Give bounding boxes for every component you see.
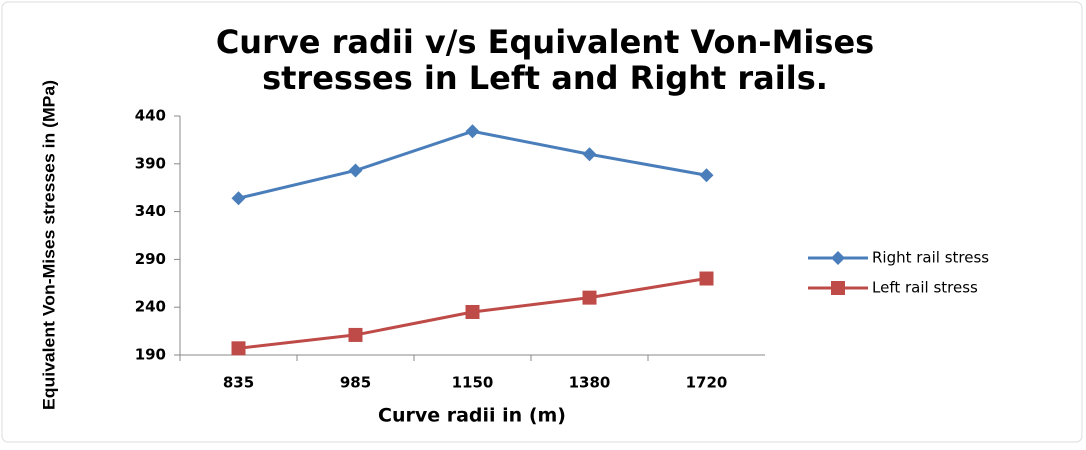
data-point: [348, 327, 363, 342]
data-point: [348, 163, 363, 178]
data-point: [582, 290, 597, 305]
data-point: [231, 341, 246, 356]
y-axis-label: Equivalent Von-Mises stresses in (MPa): [39, 80, 58, 410]
x-tick-label: 835: [223, 374, 254, 392]
y-tick-label: 290: [135, 250, 166, 268]
data-point: [582, 147, 597, 162]
y-tick-label: 240: [135, 298, 166, 316]
chart-title: Curve radii v/s Equivalent Von-Mises: [216, 23, 874, 61]
data-point: [465, 124, 480, 139]
y-tick-label: 440: [135, 107, 166, 125]
data-point: [231, 191, 246, 206]
y-tick-label: 340: [135, 202, 166, 220]
chart-title: stresses in Left and Right rails.: [262, 59, 828, 97]
data-point: [699, 168, 714, 183]
x-tick-label: 1150: [452, 374, 494, 392]
x-axis-label: Curve radii in (m): [378, 405, 566, 427]
data-point: [699, 271, 714, 286]
chart-frame: [1, 1, 1083, 443]
y-tick-label: 390: [135, 154, 166, 172]
legend-label: Left rail stress: [872, 279, 978, 297]
x-tick-label: 1380: [569, 374, 611, 392]
legend-marker: [831, 251, 845, 265]
legend-label: Right rail stress: [872, 249, 989, 267]
x-tick-label: 985: [340, 374, 371, 392]
x-tick-label: 1720: [686, 374, 728, 392]
y-tick-label: 190: [135, 346, 166, 364]
data-point: [465, 304, 480, 319]
legend-marker: [831, 281, 845, 295]
